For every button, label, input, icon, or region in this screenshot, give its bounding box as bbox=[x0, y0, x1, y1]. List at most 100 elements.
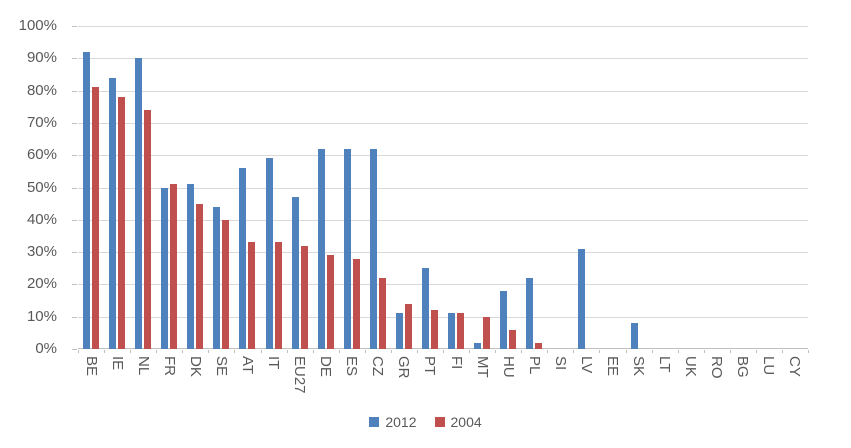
legend-swatch-2004 bbox=[434, 417, 445, 427]
x-axis-tick-mark bbox=[703, 350, 705, 353]
bar-2004-GR bbox=[404, 303, 412, 349]
bar-2004-SE bbox=[222, 219, 230, 349]
bar-group-GR bbox=[391, 303, 417, 349]
x-axis-tick-mark bbox=[390, 350, 392, 353]
bar-group-IE bbox=[104, 77, 130, 349]
x-axis-label-IT: IT bbox=[265, 356, 283, 370]
x-axis-label-LV: LV bbox=[577, 356, 595, 374]
y-axis-tick-mark bbox=[72, 349, 77, 350]
gridline-100 bbox=[78, 26, 808, 27]
y-axis-tick-label-10: 10% bbox=[26, 307, 57, 325]
x-axis-tick-mark bbox=[729, 350, 731, 353]
x-axis-label-HU: HU bbox=[499, 356, 517, 378]
bar-group-DK bbox=[182, 184, 208, 349]
x-axis-label-RO: RO bbox=[708, 356, 726, 379]
gridline-10 bbox=[78, 316, 808, 318]
legend-entry-2012: 2012 bbox=[369, 414, 417, 430]
x-axis-tick-mark bbox=[286, 350, 288, 353]
y-axis-tick-label-90: 90% bbox=[26, 49, 57, 67]
bar-2012-IE bbox=[109, 77, 117, 349]
bar-2004-BE bbox=[92, 87, 100, 349]
x-axis-label-DE: DE bbox=[317, 356, 335, 377]
x-axis-tick-mark bbox=[755, 350, 757, 353]
x-axis-tick-mark bbox=[573, 350, 575, 353]
bar-group-DE bbox=[313, 148, 339, 349]
y-axis-tick-mark bbox=[72, 26, 77, 27]
bar-group-FR bbox=[156, 184, 182, 349]
bar-2012-BE bbox=[83, 51, 91, 349]
x-axis-label-UK: UK bbox=[682, 356, 700, 377]
bar-2012-AT bbox=[239, 168, 247, 349]
x-axis-label-FR: FR bbox=[160, 356, 178, 376]
x-axis-tick-mark bbox=[78, 350, 79, 353]
gridline-20 bbox=[78, 284, 808, 286]
bar-group-ES bbox=[339, 148, 365, 349]
bar-2012-DE bbox=[317, 148, 325, 349]
legend-label-2012: 2012 bbox=[385, 414, 417, 430]
x-axis-label-LU: LU bbox=[760, 356, 778, 376]
bar-2012-ES bbox=[343, 148, 351, 349]
x-axis-line bbox=[78, 348, 808, 349]
gridline-80 bbox=[78, 90, 808, 92]
x-axis-label-CY: CY bbox=[786, 356, 804, 377]
bar-2004-DE bbox=[326, 255, 334, 349]
y-axis-tick-label-70: 70% bbox=[26, 113, 57, 131]
bar-2012-DK bbox=[187, 184, 195, 349]
x-axis-tick-mark bbox=[677, 350, 679, 353]
x-axis-tick-mark bbox=[156, 350, 158, 353]
bar-2004-IE bbox=[118, 97, 126, 349]
gridline-30 bbox=[78, 252, 808, 254]
legend-label-2004: 2004 bbox=[450, 414, 482, 430]
x-axis-tick-mark bbox=[547, 350, 549, 353]
bar-group-SE bbox=[208, 206, 234, 349]
x-axis-tick-mark bbox=[443, 350, 444, 353]
x-axis-label-CZ: CZ bbox=[369, 356, 387, 376]
gridline-60 bbox=[78, 155, 808, 157]
y-axis-tick-mark bbox=[72, 316, 77, 318]
x-axis-tick-mark bbox=[364, 350, 366, 353]
x-axis-label-EU27: EU27 bbox=[291, 356, 309, 394]
bar-2004-ES bbox=[352, 258, 360, 349]
x-axis-tick-mark bbox=[625, 350, 627, 353]
bar-2012-PL bbox=[526, 277, 534, 349]
x-axis-label-MT: MT bbox=[473, 356, 491, 378]
bar-2012-FI bbox=[448, 313, 456, 349]
y-axis-tick-label-100: 100% bbox=[18, 17, 57, 34]
gridline-70 bbox=[78, 122, 808, 124]
x-axis-tick-mark bbox=[260, 350, 262, 353]
x-axis-tick-mark bbox=[104, 350, 106, 353]
x-axis-label-AT: AT bbox=[238, 356, 256, 375]
bar-group-MT bbox=[469, 316, 495, 349]
bar-2012-IT bbox=[265, 158, 273, 349]
bar-2004-FR bbox=[170, 184, 178, 349]
x-axis-label-ES: ES bbox=[343, 356, 361, 377]
bar-group-IT bbox=[261, 158, 287, 349]
bar-2004-PL bbox=[535, 342, 543, 349]
x-axis-label-SI: SI bbox=[551, 356, 569, 371]
x-axis-label-EE: EE bbox=[603, 356, 621, 377]
bar-2012-GR bbox=[395, 313, 403, 349]
x-axis-tick-mark bbox=[182, 350, 184, 353]
bar-group-EU27 bbox=[287, 197, 313, 349]
y-axis-tick-label-20: 20% bbox=[26, 275, 57, 293]
x-axis-label-BG: BG bbox=[734, 356, 752, 378]
bar-group-FI bbox=[443, 313, 469, 349]
bar-2004-FI bbox=[457, 313, 465, 349]
x-axis-tick-mark bbox=[521, 350, 523, 353]
bar-2004-AT bbox=[248, 242, 256, 349]
bar-2012-MT bbox=[474, 342, 482, 349]
bar-group-PT bbox=[417, 268, 443, 349]
bar-2012-NL bbox=[135, 58, 143, 349]
x-axis-tick-mark bbox=[651, 350, 653, 353]
x-axis-tick-mark bbox=[208, 350, 210, 353]
y-axis-tick-mark bbox=[72, 252, 77, 254]
bar-2004-MT bbox=[483, 316, 491, 349]
y-axis-tick-mark bbox=[72, 219, 77, 221]
bar-2004-CZ bbox=[378, 277, 386, 349]
x-axis-label-LT: LT bbox=[656, 356, 674, 373]
gridline-40 bbox=[78, 219, 808, 221]
x-axis-label-IE: IE bbox=[108, 356, 126, 371]
x-axis-tick-mark bbox=[338, 350, 340, 353]
x-axis-label-GR: GR bbox=[395, 356, 413, 379]
bar-group-LV bbox=[573, 248, 599, 349]
